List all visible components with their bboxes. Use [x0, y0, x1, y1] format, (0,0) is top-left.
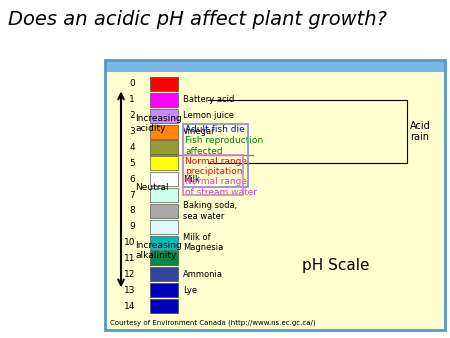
Bar	[150, 172, 178, 186]
Text: 6: 6	[129, 175, 135, 184]
Bar	[150, 220, 178, 234]
Text: Baking soda,
sea water: Baking soda, sea water	[183, 201, 237, 221]
Text: 5: 5	[129, 159, 135, 168]
Text: Neutral: Neutral	[135, 183, 169, 192]
Bar	[150, 283, 178, 297]
Bar	[150, 299, 178, 313]
Text: Courtesy of Environment Canada (http://www.ns.ec.gc.ca/): Courtesy of Environment Canada (http://w…	[110, 319, 315, 326]
Bar	[150, 140, 178, 154]
Bar	[150, 77, 178, 91]
Text: 0: 0	[129, 79, 135, 89]
Text: pH Scale: pH Scale	[302, 258, 370, 273]
Bar	[105, 72, 445, 330]
Text: 11: 11	[123, 254, 135, 263]
Text: Does an acidic pH affect plant growth?: Does an acidic pH affect plant growth?	[8, 10, 387, 29]
Bar	[150, 109, 178, 123]
Text: Increasing
alkalinity: Increasing alkalinity	[135, 241, 182, 260]
Bar	[105, 60, 445, 72]
Text: Normal range
of stream water: Normal range of stream water	[185, 177, 257, 197]
Text: Lemon juice: Lemon juice	[183, 111, 234, 120]
Bar	[150, 156, 178, 170]
Text: Battery acid: Battery acid	[183, 95, 234, 104]
Text: Ammonia: Ammonia	[183, 270, 223, 279]
Text: 3: 3	[129, 127, 135, 136]
Text: Increasing
acidity: Increasing acidity	[135, 114, 182, 133]
Text: Adult fish die: Adult fish die	[185, 125, 245, 135]
Bar	[150, 93, 178, 107]
Text: Vinegar: Vinegar	[183, 127, 216, 136]
Text: Normal range
precipitation: Normal range precipitation	[185, 157, 247, 176]
Bar	[105, 60, 445, 330]
Bar	[150, 251, 178, 265]
Bar	[150, 267, 178, 281]
Bar	[150, 124, 178, 139]
Text: 7: 7	[129, 191, 135, 199]
Text: 1: 1	[129, 95, 135, 104]
Text: 4: 4	[130, 143, 135, 152]
Text: Milk of
Magnesia: Milk of Magnesia	[183, 233, 223, 252]
Text: 13: 13	[123, 286, 135, 295]
Text: 10: 10	[123, 238, 135, 247]
Bar	[150, 188, 178, 202]
Text: 9: 9	[129, 222, 135, 231]
Bar	[183, 124, 248, 187]
Text: 2: 2	[130, 111, 135, 120]
Text: 8: 8	[129, 207, 135, 215]
Text: Lye: Lye	[183, 286, 197, 295]
Text: Milk: Milk	[183, 175, 200, 184]
Bar	[150, 204, 178, 218]
Text: 12: 12	[124, 270, 135, 279]
Text: Acid
rain: Acid rain	[410, 121, 431, 142]
Text: 14: 14	[124, 301, 135, 311]
Bar	[183, 155, 243, 195]
Text: Fish reproduction
affected: Fish reproduction affected	[185, 136, 263, 155]
Bar	[150, 236, 178, 249]
